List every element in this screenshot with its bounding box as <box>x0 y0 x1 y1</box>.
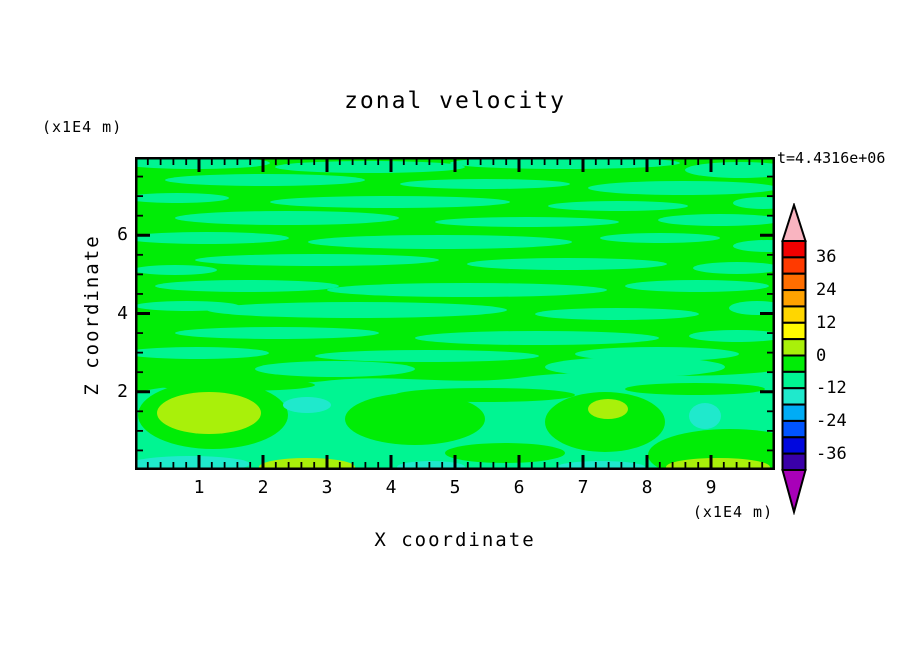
colorbar-segment <box>781 256 807 275</box>
colorbar-segment <box>781 289 807 308</box>
colorbar-segment <box>781 240 807 259</box>
x-axis-unit-label: (x1E4 m) <box>692 503 774 521</box>
x-tick-label: 6 <box>513 477 525 498</box>
x-tick-label: 5 <box>449 477 461 498</box>
colorbar-arrow-up <box>781 203 807 242</box>
contour-field <box>135 157 775 470</box>
colorbar-segment <box>781 354 807 373</box>
colorbar-segment <box>781 403 807 422</box>
colorbar-tick-label: -12 <box>816 378 847 399</box>
colorbar-tick-label: 24 <box>816 280 837 301</box>
colorbar <box>781 203 807 515</box>
x-tick-label: 4 <box>385 477 397 498</box>
y-tick-label: 6 <box>117 224 128 246</box>
colorbar-segment <box>781 272 807 292</box>
colorbar-tick-label: 12 <box>816 312 837 333</box>
colorbar-segment <box>781 436 807 455</box>
colorbar-segment <box>781 452 807 471</box>
x-tick-label: 2 <box>257 477 269 498</box>
colorbar-tick-label: 36 <box>816 247 837 268</box>
colorbar-segment <box>781 321 807 341</box>
plot-title: zonal velocity <box>344 88 566 114</box>
axis-ticks <box>137 159 773 468</box>
colorbar-segment <box>781 305 807 324</box>
x-tick-label: 3 <box>321 477 333 498</box>
colorbar-tick-label: -36 <box>816 443 847 464</box>
contour-fill-shapes <box>135 157 775 470</box>
colorbar-tick-label: 0 <box>816 345 827 366</box>
x-tick-label: 1 <box>193 477 205 498</box>
x-axis-title: X coordinate <box>374 529 536 551</box>
colorbar-segment <box>781 338 807 357</box>
y-tick-label: 4 <box>117 302 128 324</box>
y-axis-unit-label: (x1E4 m) <box>42 118 123 136</box>
colorbar-segment <box>781 370 807 390</box>
y-tick-label: 2 <box>117 380 128 402</box>
colorbar-segment <box>781 387 807 406</box>
colorbar-arrow-down <box>781 469 807 515</box>
x-tick-label: 9 <box>705 477 717 498</box>
x-tick-label: 7 <box>577 477 589 498</box>
colorbar-segment <box>781 419 807 439</box>
colorbar-segments <box>781 240 807 471</box>
time-annotation: t=4.4316e+06 <box>777 149 886 167</box>
plot-border <box>135 157 775 470</box>
colorbar-tick-label: -24 <box>816 410 847 431</box>
x-tick-label: 8 <box>641 477 653 498</box>
